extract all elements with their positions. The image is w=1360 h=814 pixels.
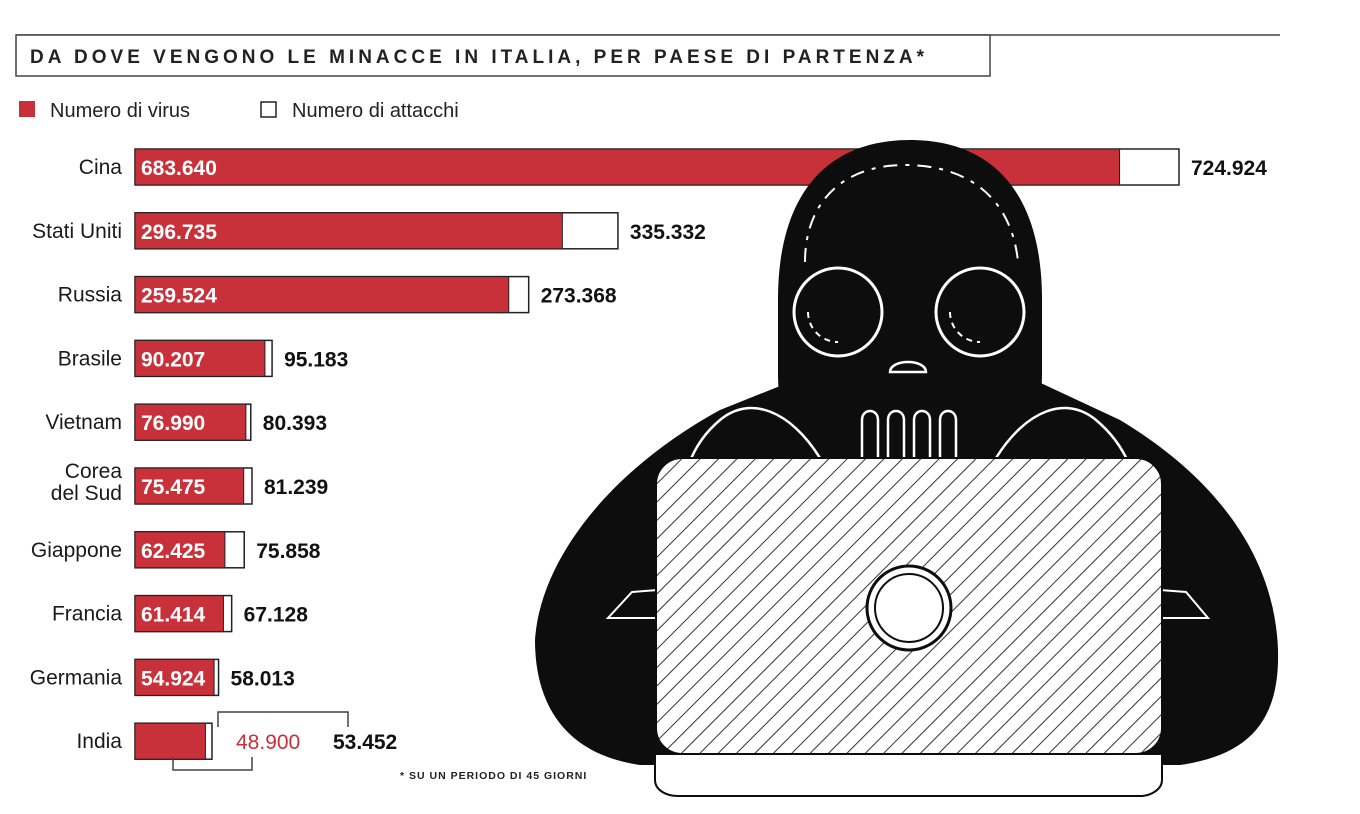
left-eye-shine (807, 311, 839, 343)
india-callout-bracket (172, 711, 349, 771)
virus-value-label: 48.900 (236, 731, 300, 754)
category-label: Giappone (31, 539, 122, 562)
attacks-value-label: 53.452 (333, 731, 397, 754)
laptop-base (654, 753, 1163, 797)
virus-value-label: 62.425 (141, 540, 206, 563)
virus-bar (134, 467, 245, 505)
virus-value-label: 76.990 (141, 412, 205, 435)
category-label: India (76, 730, 122, 753)
virus-bar (134, 722, 206, 760)
virus-value-label: 54.924 (141, 667, 206, 690)
skull-nose (888, 360, 928, 374)
category-label: Cina (79, 156, 123, 179)
attacks-value-label: 335.332 (630, 221, 706, 244)
virus-value-label: 90.207 (141, 348, 205, 371)
virus-bar (134, 339, 266, 377)
attacks-value-label: 67.128 (244, 604, 309, 627)
virus-bar (134, 276, 510, 314)
legend-swatch-virus (19, 101, 35, 117)
category-label: Francia (52, 603, 122, 626)
legend-label-virus: Numero di virus (50, 100, 190, 122)
category-label: Stati Uniti (32, 220, 122, 243)
legend-swatch-attacks (260, 101, 277, 118)
virus-value-label: 296.735 (141, 221, 217, 244)
attacks-value-label: 80.393 (263, 412, 327, 435)
skull-head (778, 140, 1042, 460)
attacks-value-label: 724.924 (1191, 157, 1267, 180)
left-eye (792, 266, 884, 358)
attacks-value-label: 75.858 (256, 540, 321, 563)
virus-bar (134, 595, 224, 633)
attacks-value-label: 273.368 (541, 285, 617, 308)
virus-value-label: 61.414 (141, 604, 206, 627)
virus-bar (134, 658, 215, 696)
laptop-logo-inner (874, 573, 944, 643)
virus-value-label: 683.640 (141, 157, 217, 180)
skull-teeth (860, 409, 958, 460)
footnote: * SU UN PERIODO DI 45 GIORNI (400, 770, 587, 782)
category-label: Brasile (58, 347, 122, 370)
category-label: Russia (58, 284, 123, 307)
category-label: del Sud (51, 482, 122, 505)
legend-label-attacks: Numero di attacchi (292, 100, 459, 122)
virus-value-label: 75.475 (141, 476, 206, 499)
category-label: Vietnam (45, 411, 122, 434)
virus-value-label: 259.524 (141, 285, 217, 308)
virus-bar (134, 212, 563, 250)
right-hand-outline (1159, 589, 1211, 619)
attacks-value-label: 58.013 (231, 667, 295, 690)
category-label: Germania (30, 666, 123, 689)
category-label: Corea (65, 460, 123, 483)
attacks-value-label: 81.239 (264, 476, 328, 499)
attacks-value-label: 95.183 (284, 348, 348, 371)
hacker-illustration (535, 140, 1279, 797)
right-eye (934, 266, 1026, 358)
chart-title: DA DOVE VENGONO LE MINACCE IN ITALIA, PE… (30, 47, 928, 68)
title-box (15, 34, 991, 77)
virus-bar (134, 403, 247, 441)
virus-bar (134, 531, 226, 569)
right-eye-shine (949, 311, 981, 343)
left-hand-outline (605, 589, 659, 619)
